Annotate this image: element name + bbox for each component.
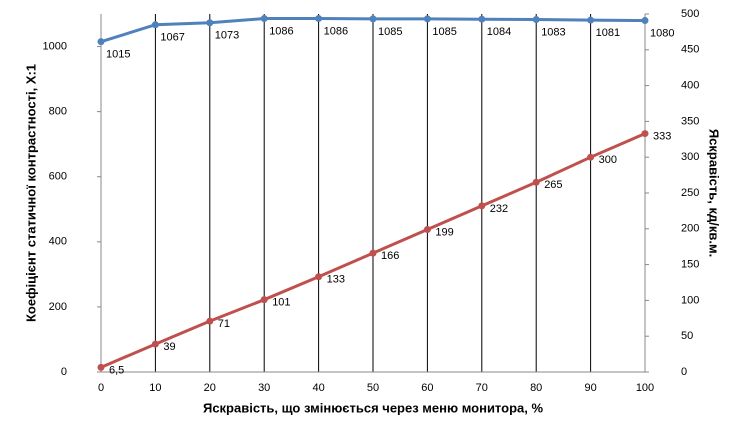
- y-tick-label: 1000: [43, 40, 67, 52]
- data-point: [97, 363, 105, 371]
- x-tick-label: 100: [636, 382, 654, 394]
- y2-tick-label: 500: [681, 8, 699, 20]
- y2-tick-label: 150: [681, 259, 699, 271]
- y-tick-label: 0: [61, 366, 67, 378]
- data-point: [478, 202, 486, 210]
- data-point: [587, 16, 595, 24]
- y2-tick-label: 300: [681, 151, 699, 163]
- data-label: 1086: [269, 25, 293, 37]
- data-point: [423, 226, 431, 234]
- data-point: [641, 130, 649, 138]
- y2-tick-label: 250: [681, 187, 699, 199]
- data-point: [206, 19, 214, 27]
- y-axis-title: Коефіцієнт статичної контрастності, X:1: [23, 64, 38, 322]
- data-label: 333: [653, 130, 671, 142]
- y2-tick-label: 400: [681, 80, 699, 92]
- data-point: [260, 15, 268, 23]
- data-label: 1085: [378, 26, 402, 38]
- data-label: 166: [381, 250, 399, 262]
- x-tick-label: 60: [421, 382, 433, 394]
- x-tick-label: 20: [204, 382, 216, 394]
- data-label: 39: [163, 341, 175, 353]
- data-label: 232: [490, 203, 508, 215]
- data-point: [587, 153, 595, 161]
- data-label: 71: [218, 318, 230, 330]
- y2-tick-label: 450: [681, 44, 699, 56]
- data-point: [151, 21, 159, 29]
- y2-tick-label: 350: [681, 115, 699, 127]
- data-label: 1084: [487, 26, 511, 38]
- y-tick-label: 400: [49, 236, 67, 248]
- data-label: 300: [599, 154, 617, 166]
- data-label: 199: [435, 226, 453, 238]
- x-tick-label: 50: [367, 382, 379, 394]
- x-tick-label: 0: [98, 382, 104, 394]
- data-label: 1080: [650, 27, 674, 39]
- x-tick-label: 70: [476, 382, 488, 394]
- data-label: 6,5: [109, 364, 124, 376]
- data-label: 1085: [432, 26, 456, 38]
- data-point: [423, 15, 431, 23]
- data-label: 1073: [215, 30, 239, 42]
- data-label: 101: [272, 297, 290, 309]
- x-tick-label: 80: [530, 382, 542, 394]
- y-tick-label: 200: [49, 301, 67, 313]
- data-label: 1081: [596, 27, 620, 39]
- data-label: 1083: [541, 26, 565, 38]
- data-point: [260, 296, 268, 304]
- x-axis-title: Яскравість, що змінюється через меню мон…: [203, 400, 543, 415]
- y2-axis-title: Яскравість, кд/кв.м.: [707, 129, 722, 257]
- data-label: 1067: [160, 32, 184, 44]
- y-tick-label: 600: [49, 171, 67, 183]
- data-point: [532, 16, 540, 24]
- x-tick-label: 90: [584, 382, 596, 394]
- y2-tick-label: 200: [681, 223, 699, 235]
- x-tick-label: 10: [149, 382, 161, 394]
- data-point: [206, 317, 214, 325]
- data-label: 1015: [106, 49, 130, 61]
- data-label: 265: [544, 179, 562, 191]
- data-point: [315, 15, 323, 23]
- data-point: [478, 15, 486, 23]
- data-point: [641, 17, 649, 25]
- data-point: [151, 340, 159, 348]
- data-point: [532, 178, 540, 186]
- data-point: [369, 249, 377, 257]
- y2-tick-label: 0: [681, 366, 687, 378]
- data-point: [97, 38, 105, 46]
- data-label: 1086: [324, 25, 348, 37]
- y2-tick-label: 50: [681, 330, 693, 342]
- x-tick-label: 40: [312, 382, 324, 394]
- data-point: [369, 15, 377, 23]
- x-tick-label: 30: [258, 382, 270, 394]
- y2-tick-label: 100: [681, 294, 699, 306]
- data-label: 133: [327, 274, 345, 286]
- data-point: [315, 273, 323, 281]
- y-tick-label: 800: [49, 106, 67, 118]
